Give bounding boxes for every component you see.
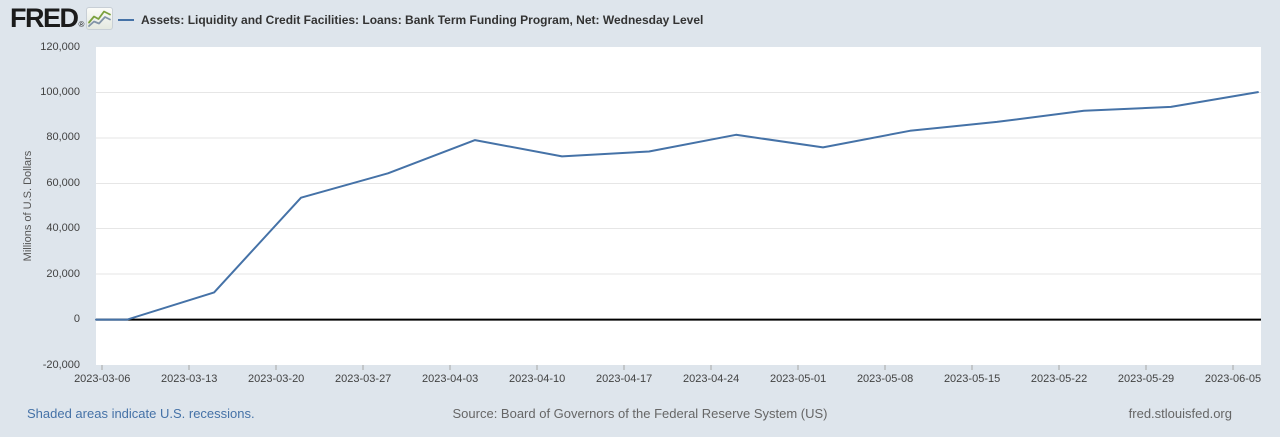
fred-logo[interactable]: FRED ® bbox=[10, 3, 114, 33]
x-tick-label: 2023-05-15 bbox=[943, 373, 1001, 385]
x-tick-label: 2023-03-20 bbox=[248, 373, 305, 385]
x-tick-label: 2023-04-24 bbox=[682, 373, 740, 385]
x-tick-label: 2023-04-17 bbox=[595, 373, 653, 385]
registered-mark-icon: ® bbox=[78, 20, 85, 29]
x-tick-label: 2023-05-01 bbox=[769, 373, 827, 385]
fred-logo-text: FRED bbox=[10, 3, 79, 33]
y-tick-label: 40,000 bbox=[46, 222, 80, 235]
x-tick-label: 2023-03-13 bbox=[161, 373, 218, 385]
y-tick-label: 60,000 bbox=[46, 176, 80, 189]
y-tick-label: 80,000 bbox=[46, 131, 80, 144]
y-tick-label: 20,000 bbox=[46, 267, 80, 280]
fred-site-link[interactable]: fred.stlouisfed.org bbox=[1128, 406, 1232, 421]
fred-logo-chart-icon bbox=[86, 6, 114, 30]
y-tick-label: 100,000 bbox=[40, 85, 80, 98]
x-tick-label: 2023-03-27 bbox=[335, 373, 392, 385]
legend: Assets: Liquidity and Credit Facilities:… bbox=[118, 0, 703, 40]
x-tick-label: 2023-05-08 bbox=[856, 373, 914, 385]
y-tick-label: 120,000 bbox=[40, 40, 80, 53]
x-tick-label: 2023-06-05 bbox=[1204, 373, 1262, 385]
footer: Shaded areas indicate U.S. recessions. S… bbox=[0, 404, 1280, 424]
y-tick-label: -20,000 bbox=[42, 358, 80, 371]
x-tick-label: 2023-04-10 bbox=[509, 373, 566, 385]
x-tick-label: 2023-05-22 bbox=[1030, 373, 1088, 385]
y-axis-labels: -20,000 0 20,000 40,000 60,000 80,000 100,000 1… bbox=[0, 0, 88, 437]
recessions-note-link[interactable]: Shaded areas indicate U.S. recessions. bbox=[27, 406, 255, 421]
plot-area[interactable] bbox=[95, 47, 1261, 370]
y-tick-label: 0 bbox=[73, 313, 80, 326]
series-line bbox=[95, 91, 1259, 321]
series-color-dash bbox=[118, 19, 134, 21]
source-text: Source: Board of Governors of the Federa… bbox=[452, 406, 828, 421]
x-tick-label: 2023-05-29 bbox=[1117, 373, 1175, 385]
x-tick-label: 2023-04-03 bbox=[422, 373, 479, 385]
chart-title: Assets: Liquidity and Credit Facilities:… bbox=[141, 13, 704, 27]
header: FRED ® Assets: Liquidity and Credit Faci… bbox=[0, 0, 1280, 40]
line-chart-svg bbox=[95, 91, 1261, 370]
